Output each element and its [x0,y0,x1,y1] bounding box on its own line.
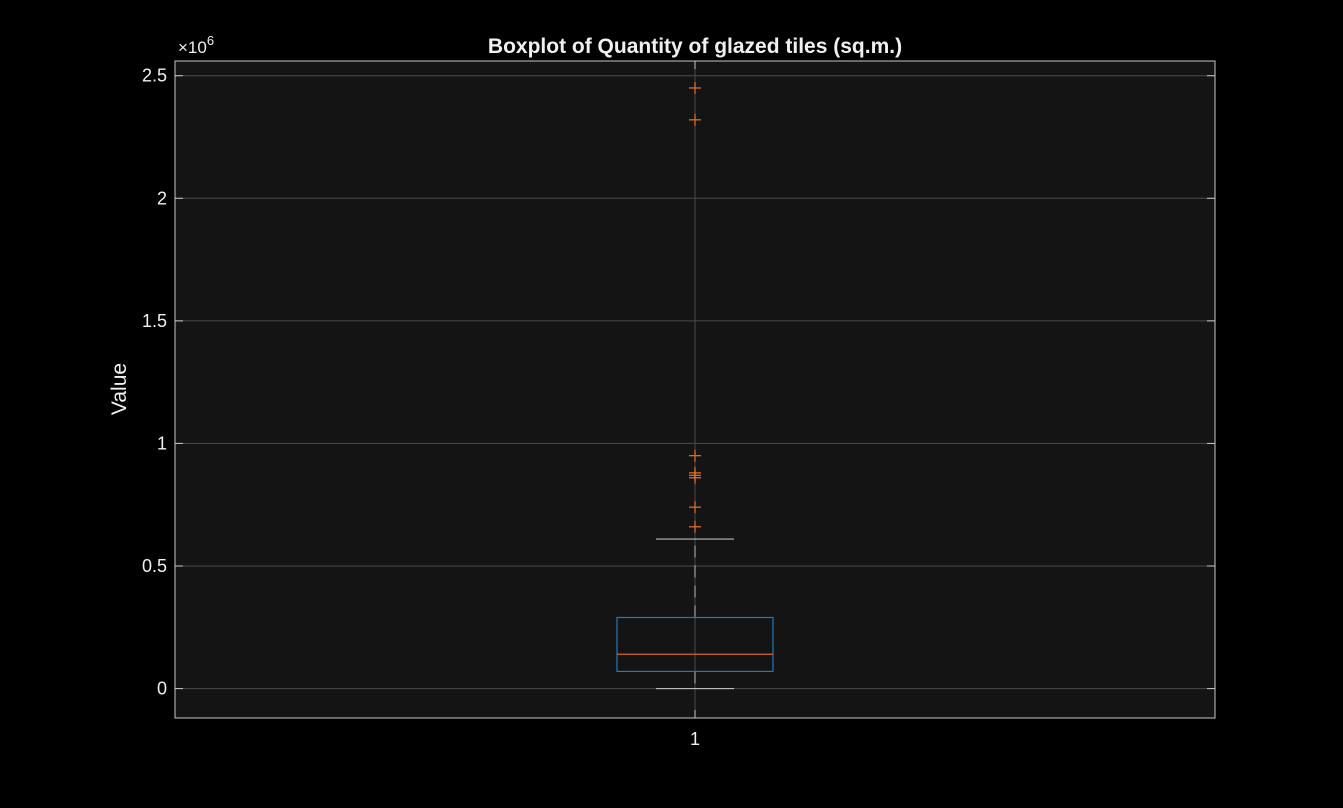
axes-frame [174,60,1216,719]
outlier-point [689,81,701,94]
y-tick-label: 1 [157,433,167,453]
exponent-power: 6 [207,33,214,48]
y-tick-label: 0.5 [142,556,167,576]
outlier-point [689,501,701,514]
exponent-base: ×10 [178,38,207,57]
y-axis-exponent: ×106 [178,33,214,57]
outlier-points [689,81,701,533]
iqr-box [616,616,774,673]
y-axis-ticks: 0 0.5 1 1.5 2 2.5 [142,61,1215,718]
y-tick-label: 2.5 [142,66,167,86]
y-tick-label: 1.5 [142,311,167,331]
outlier-point [689,449,701,462]
box-series [616,538,774,690]
outlier-point [689,113,701,126]
outlier-point [689,466,701,479]
x-tick-label: 1 [690,729,700,749]
y-tick-label: 2 [157,188,167,208]
y-tick-label: 0 [157,679,167,699]
chart-title: Boxplot of Quantity of glazed tiles (sq.… [488,35,902,58]
y-axis-label: Value [108,363,131,415]
outlier-point [689,520,701,533]
